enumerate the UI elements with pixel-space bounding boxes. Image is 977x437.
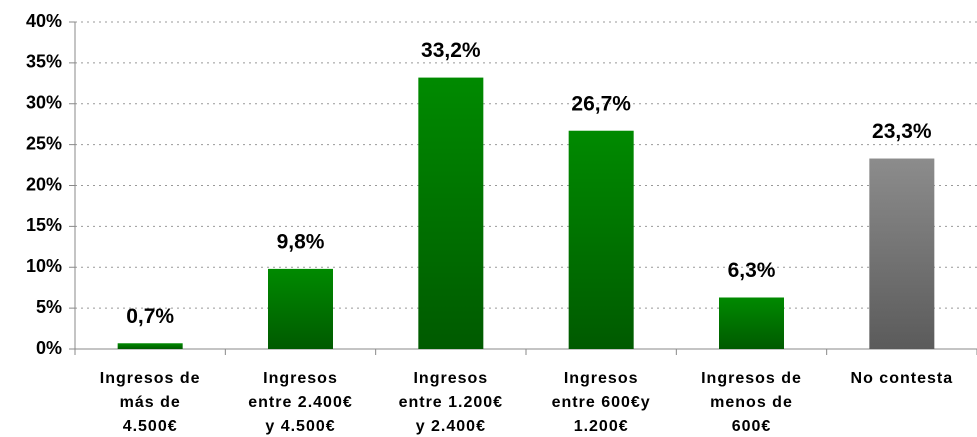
data-label: 33,2% (421, 39, 481, 62)
x-tick-label: Ingresos (564, 370, 639, 387)
x-tick-label: entre 2.400€ (248, 394, 353, 411)
x-tick-label: Ingresos de (701, 370, 802, 387)
y-tick-label: 20% (26, 174, 62, 194)
x-tick-label: Ingresos (413, 370, 488, 387)
data-label: 0,7% (126, 305, 174, 328)
y-tick-label: 35% (26, 52, 62, 72)
x-tick-label: 600€ (732, 418, 772, 435)
bar (418, 77, 484, 349)
y-tick-label: 0% (36, 338, 62, 358)
bar (869, 158, 935, 349)
y-tick-label: 40% (26, 11, 62, 31)
x-tick-label: entre 1.200€ (399, 394, 504, 411)
x-tick-label: No contesta (851, 370, 954, 387)
data-label: 26,7% (571, 92, 631, 115)
data-label: 6,3% (728, 259, 776, 282)
x-tick-label: Ingresos de (100, 370, 201, 387)
x-tick-label: y 2.400€ (416, 418, 486, 435)
y-tick-label: 30% (26, 93, 62, 113)
x-tick-label: entre 600€y (552, 394, 651, 411)
y-tick-label: 25% (26, 133, 62, 153)
y-tick-label: 5% (36, 297, 62, 317)
x-tick-label: menos de (710, 394, 793, 411)
x-tick-label: 1.200€ (574, 418, 629, 435)
y-tick-label: 10% (26, 256, 62, 276)
bar (268, 268, 333, 349)
x-tick-label: Ingresos (263, 370, 338, 387)
data-label: 23,3% (872, 120, 932, 143)
bar (568, 130, 634, 349)
y-tick-label: 15% (26, 215, 62, 235)
bar (117, 343, 183, 349)
bar (719, 297, 784, 349)
x-tick-label: más de (120, 394, 181, 411)
x-tick-label: 4.500€ (123, 418, 178, 435)
data-label: 9,8% (277, 230, 325, 253)
x-tick-label: y 4.500€ (265, 418, 335, 435)
